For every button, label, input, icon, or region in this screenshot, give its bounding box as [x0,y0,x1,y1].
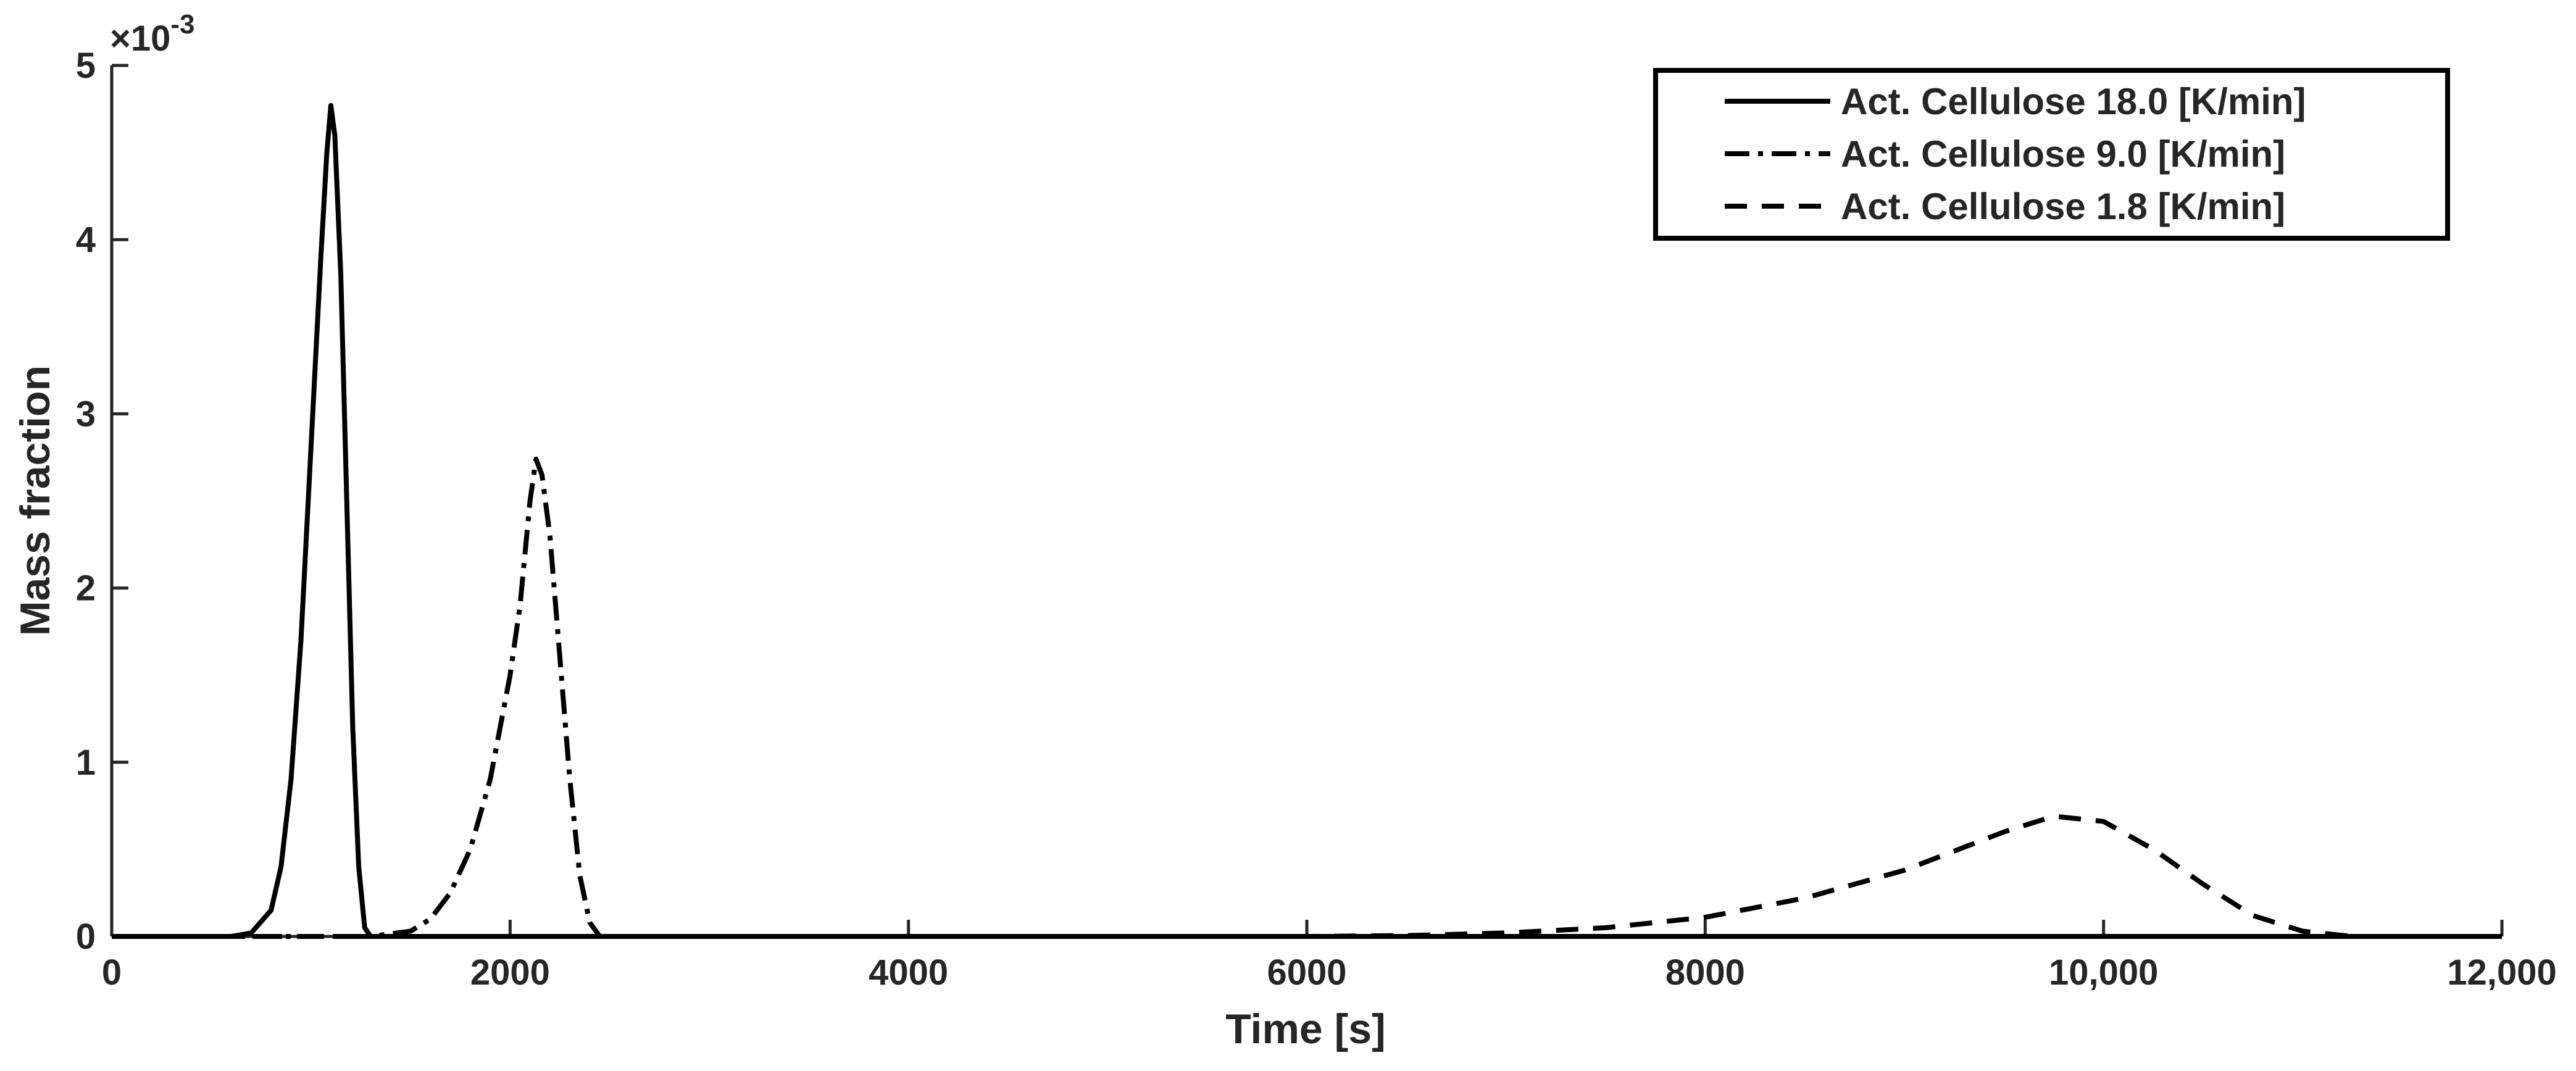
y-multiplier: ×10-3 [110,9,195,59]
x-tick-label: 10,000 [2049,952,2158,993]
y-multiplier-exponent: -3 [170,9,194,40]
y-multiplier-base: ×10 [110,19,170,59]
data-line [112,102,2502,939]
x-tick-label: 12,000 [2447,952,2556,993]
y-tick-label: 1 [76,743,96,783]
data-line [112,456,2502,939]
y-tick-label: 0 [76,917,96,957]
legend-label: Act. Cellulose 18.0 [K/min] [1841,81,2306,122]
y-tick-label: 3 [76,394,96,434]
x-tick-label: 4000 [869,952,948,993]
x-axis-label: Time [s] [1225,1006,1385,1052]
y-tick-label: 5 [76,46,96,86]
y-tick-label: 4 [76,220,96,260]
x-tick-label: 0 [102,952,122,993]
legend-label: Act. Cellulose 1.8 [K/min] [1841,186,2285,227]
y-axis-label: Mass fraction [12,365,59,636]
x-tick-label: 6000 [1267,952,1346,993]
y-tick-label: 2 [76,569,96,609]
legend-label: Act. Cellulose 9.0 [K/min] [1841,133,2285,175]
x-tick-label: 8000 [1665,952,1745,993]
data-line [112,814,2502,939]
x-tick-label: 2000 [470,952,550,993]
